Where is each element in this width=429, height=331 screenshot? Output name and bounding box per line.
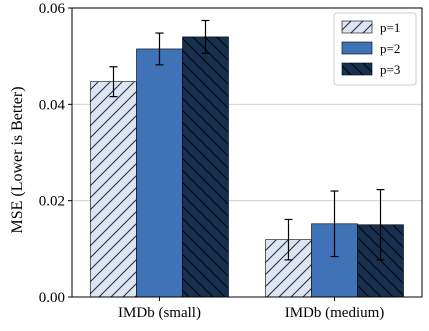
bars — [90, 36, 404, 298]
legend-swatch — [341, 20, 373, 34]
y-axis-label: MSE (Lower is Better) — [9, 86, 26, 233]
plot-frame — [71, 7, 423, 298]
legend-label: p=1 — [380, 20, 400, 35]
y-tick-label: 0.06 — [39, 1, 66, 17]
y-tick-label: 0.02 — [39, 194, 65, 210]
x-axis: IMDb (small) IMDb (medium) — [118, 297, 384, 321]
y-tick-label: 0.04 — [39, 97, 66, 113]
legend-swatch — [341, 62, 373, 76]
legend-label: p=2 — [380, 41, 400, 56]
bar — [182, 36, 229, 298]
x-tick-label: IMDb (small) — [118, 305, 201, 321]
x-tick-label: IMDb (medium) — [285, 305, 385, 321]
legend: p=1 p=2 p=3 — [333, 12, 417, 86]
bar — [90, 81, 137, 298]
y-tick-label: 0.00 — [39, 290, 65, 306]
legend-swatch — [341, 41, 373, 55]
y-axis: 0.00 0.02 0.04 0.06 — [39, 1, 72, 306]
legend-label: p=3 — [380, 62, 400, 77]
error-bars — [109, 19, 385, 261]
bar — [136, 48, 183, 298]
